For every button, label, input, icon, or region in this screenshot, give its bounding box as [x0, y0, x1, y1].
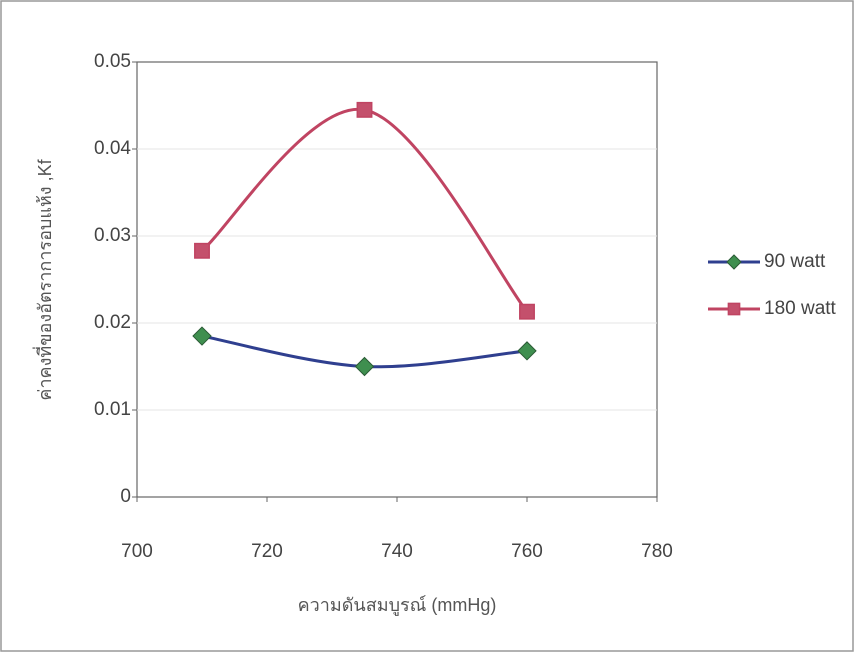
marker	[356, 101, 373, 118]
y-tick-label: 0.02	[94, 312, 131, 333]
x-tick-label: 760	[511, 541, 543, 562]
marker	[194, 242, 210, 259]
x-axis-title: ความดันสมบูรณ์ (mmHg)	[298, 595, 497, 616]
y-tick-label: 0	[120, 486, 131, 507]
legend-marker	[727, 302, 741, 316]
legend-label: 180 watt	[764, 298, 837, 319]
y-axis-title: ค่าคงที่ของอัตราการอบแห้ง ,Kf	[32, 158, 55, 400]
marker	[517, 341, 537, 361]
x-tick-label: 740	[381, 541, 413, 562]
marker	[519, 303, 535, 320]
marker	[354, 356, 375, 377]
x-tick-label: 720	[251, 541, 283, 562]
legend-label: 90 watt	[764, 251, 826, 272]
y-tick-label: 0.03	[94, 225, 131, 246]
y-tick-label: 0.05	[94, 51, 131, 72]
legend-marker	[726, 254, 742, 270]
x-tick-label: 780	[641, 541, 673, 562]
y-tick-label: 0.01	[94, 399, 131, 420]
y-tick-label: 0.04	[94, 138, 131, 159]
marker	[192, 326, 212, 346]
x-tick-label: 700	[121, 541, 153, 562]
